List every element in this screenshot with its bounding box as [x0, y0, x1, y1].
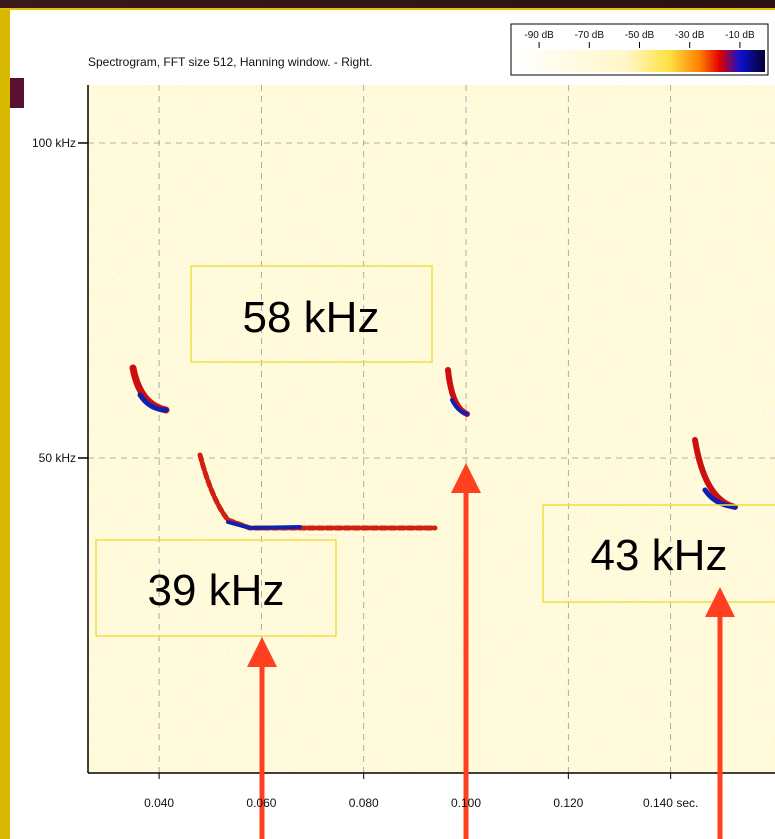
call-trace: [702, 487, 738, 510]
call-trace: [450, 398, 469, 416]
colorbar-tick-label: -50 dB: [625, 30, 655, 41]
top-bar: [0, 0, 775, 10]
colorbar: [514, 50, 765, 72]
call-traces: [129, 364, 738, 531]
annotation-box: [95, 539, 337, 637]
plot-area: [88, 85, 775, 773]
colorbar-ticks: -90 dB -70 dB -50 dB -30 dB -10 dB: [524, 30, 755, 48]
x-tick-label: 0.060: [246, 796, 276, 810]
x-tick-label: 0.040: [144, 796, 174, 810]
colorbar-tick-label: -90 dB: [524, 30, 554, 41]
colorbar-tick-label: -30 dB: [675, 30, 705, 41]
y-tick-label: 50 kHz: [39, 451, 76, 465]
chart-title: Spectrogram, FFT size 512, Hanning windo…: [88, 55, 373, 69]
colorbar-tick-label: -10 dB: [725, 30, 755, 41]
side-strip: [0, 10, 10, 839]
annotation: 58 kHz: [243, 293, 380, 342]
colorbar-tick-label: -70 dB: [575, 30, 605, 41]
annotation-box: [542, 504, 775, 603]
side-accent: [10, 78, 24, 108]
annotation-box: [190, 265, 433, 363]
annotation: 39 kHz: [148, 566, 285, 615]
top-rule: [0, 8, 775, 10]
x-tick-label: 0.080: [349, 796, 379, 810]
call-trace: [197, 452, 438, 531]
x-tick-label: 0.120: [553, 796, 583, 810]
x-tick-label: 0.100: [451, 796, 481, 810]
call-trace: [137, 392, 169, 413]
y-tick-label: 100 kHz: [32, 136, 76, 150]
annotation: 43 kHz: [591, 531, 728, 580]
x-tick-label: 0.140 sec.: [643, 796, 698, 810]
call-trace: [226, 520, 302, 531]
noise-texture: [88, 85, 775, 773]
arrows: [247, 463, 735, 839]
